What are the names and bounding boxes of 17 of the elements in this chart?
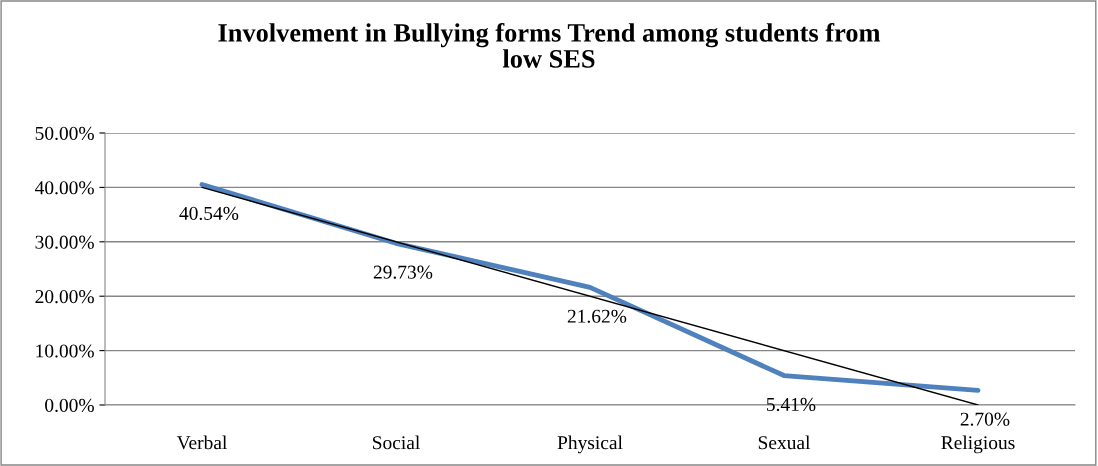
x-tick-label: Verbal (176, 435, 227, 450)
data-label: 21.62% (567, 309, 627, 323)
x-tick-label: Religious (941, 435, 1015, 454)
y-tick-label: 0.00% (45, 398, 94, 413)
y-tick-label: 20.00% (35, 290, 94, 304)
x-tick-label: Social (373, 435, 420, 450)
y-tick-label: 40.00% (35, 181, 94, 195)
y-tick-label: 50.00% (35, 126, 94, 141)
x-tick-label: Physical (557, 435, 623, 454)
data-label: 5.41% (766, 397, 816, 412)
chart-title: Involvement in Bullying forms Trend among students from low SES (218, 22, 881, 68)
y-tick-label: 10.00% (36, 344, 94, 358)
y-tick-label: 30.00% (35, 235, 94, 249)
data-label: 29.73% (373, 265, 433, 279)
data-label: 2.70% (960, 412, 1010, 426)
data-label: 40.54% (179, 206, 239, 220)
x-tick-label: Sexual (758, 435, 811, 450)
